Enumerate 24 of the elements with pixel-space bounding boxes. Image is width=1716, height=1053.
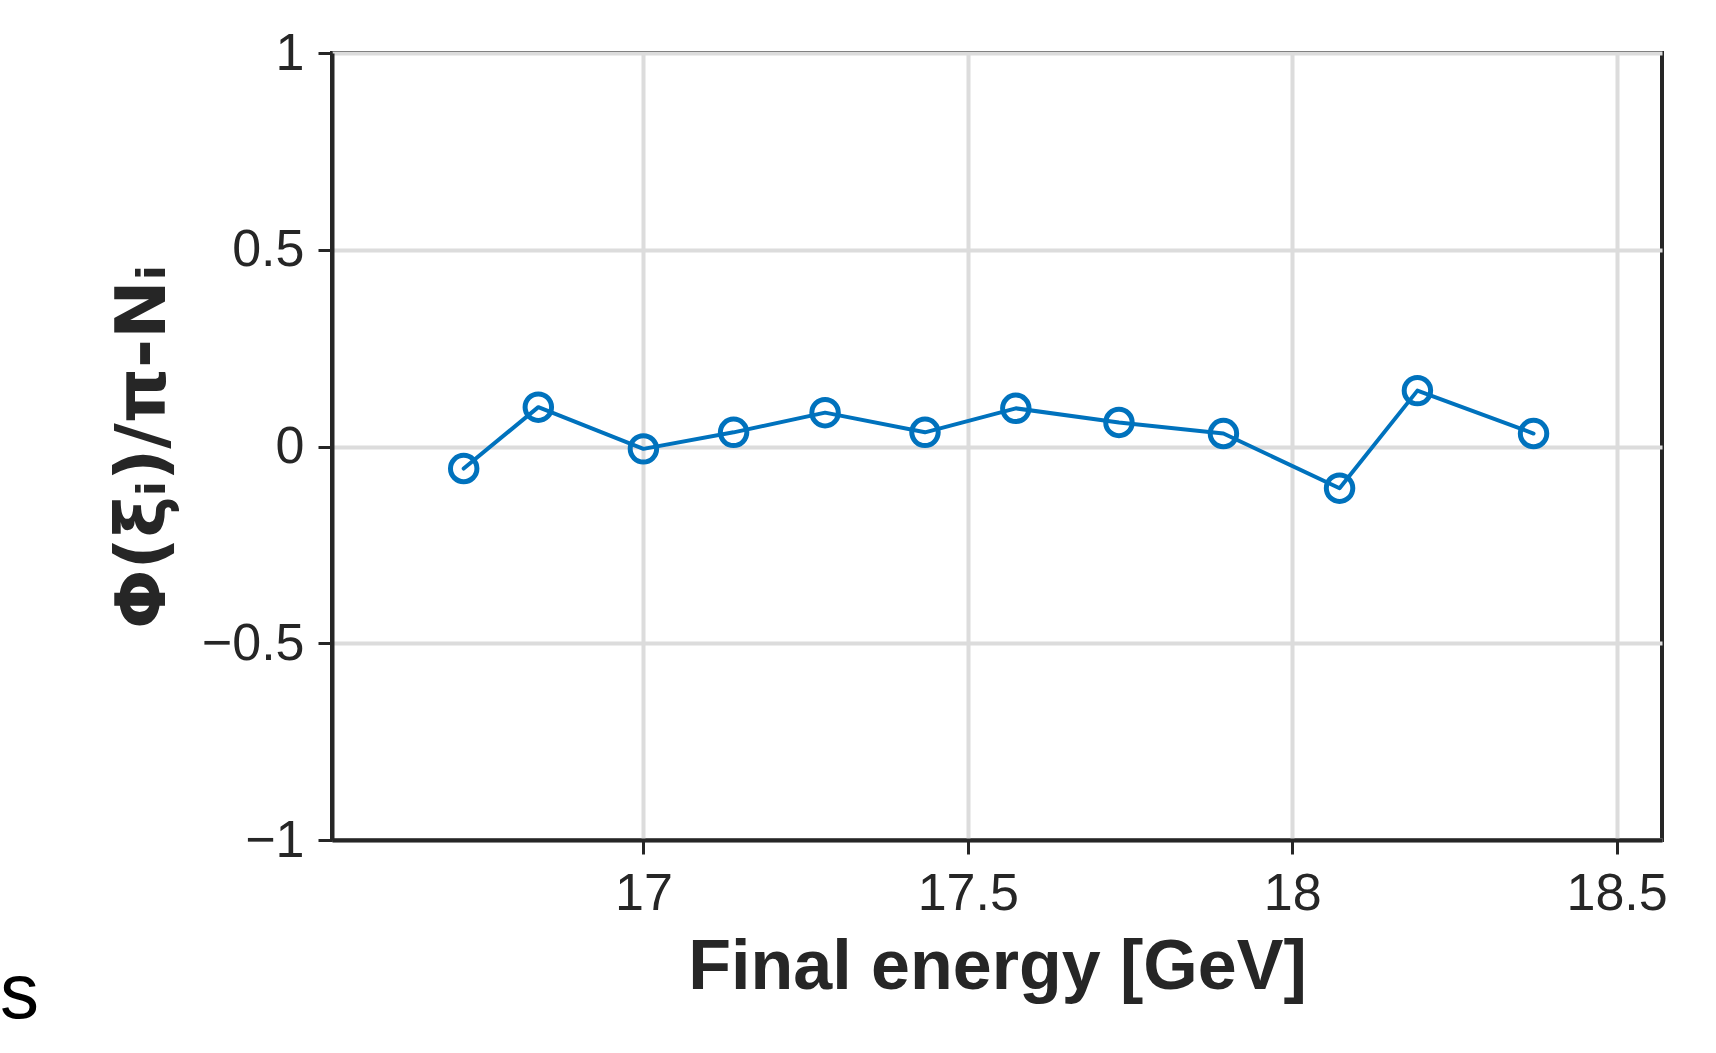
y-tick-label: −0.5 xyxy=(201,612,305,671)
point xyxy=(1323,472,1356,504)
text: s xyxy=(0,947,39,1035)
x-tick-label: 17.5 xyxy=(917,862,1019,921)
x-tick-label: 17 xyxy=(614,862,673,921)
point xyxy=(1517,417,1550,450)
y-axis-title: Φ(ξᵢ)/π-Nᵢ xyxy=(99,264,182,630)
point xyxy=(1103,406,1135,439)
x-axis-title: Final energy [GeV] xyxy=(688,925,1307,1004)
point xyxy=(1401,374,1434,407)
y-tick-label: 0.5 xyxy=(232,219,305,278)
point xyxy=(909,416,941,449)
point xyxy=(809,396,841,429)
x-tick-label: 18.5 xyxy=(1566,862,1668,921)
y-tick-label: −1 xyxy=(245,809,305,868)
point xyxy=(627,433,660,465)
y-tick-label: 1 xyxy=(275,22,305,81)
point xyxy=(522,391,555,423)
point xyxy=(447,452,480,485)
x-tick-label: 18 xyxy=(1263,862,1322,921)
point xyxy=(717,416,750,449)
y-tick-label: 0 xyxy=(275,416,305,474)
point xyxy=(1207,417,1240,450)
point xyxy=(1000,392,1032,425)
